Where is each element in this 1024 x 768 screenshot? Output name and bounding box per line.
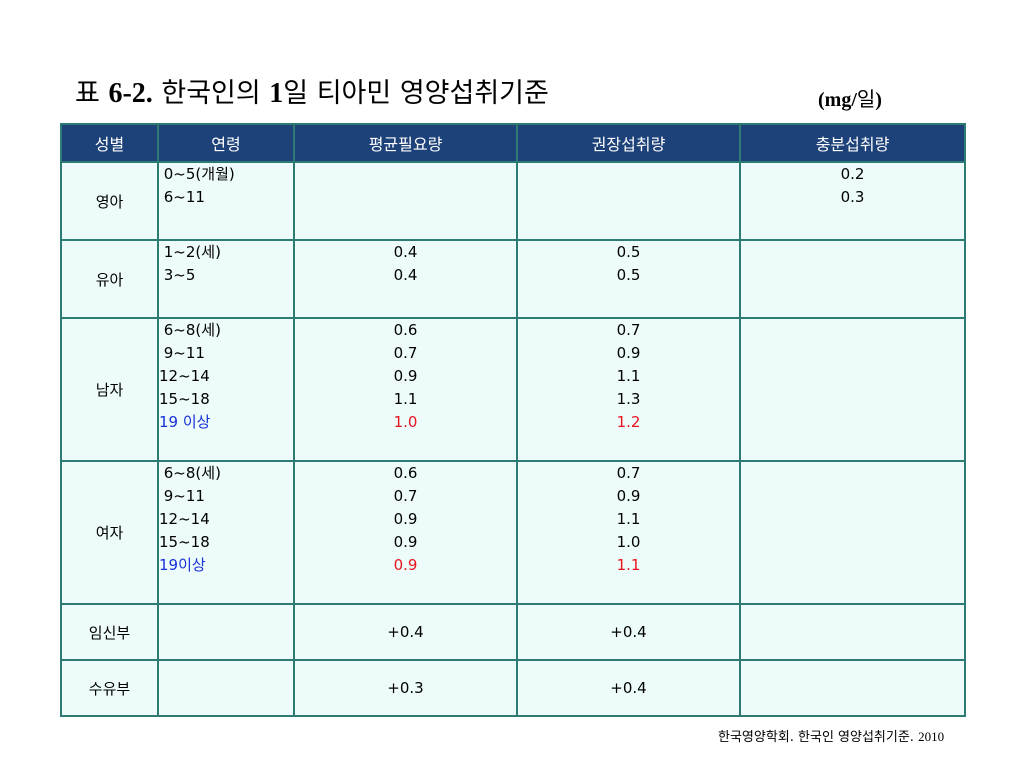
rni-value: 0.7 <box>616 464 641 482</box>
age-cell: 6~8(세) 9~11 12~14 15~18 19 이상 <box>157 317 295 462</box>
age-value-adult: 19이상 <box>159 556 206 574</box>
ear-cell <box>293 161 518 241</box>
title-number: 6-2. <box>108 78 153 109</box>
ai-cell <box>739 239 966 319</box>
rni-cell <box>516 161 741 241</box>
ear-value: 0.6 <box>393 321 418 339</box>
table-title: 표 6-2. 한국인의 1일 티아민 영양섭취기준 <box>75 74 549 114</box>
ear-value: 0.9 <box>393 367 418 385</box>
unit-label: (mg/일) <box>818 84 882 115</box>
rni-cell: 0.5 0.5 <box>516 239 741 319</box>
ear-value: 0.7 <box>393 344 418 362</box>
age-value: 9~11 <box>159 487 205 505</box>
header-row: 성별 연령 평균필요량 권장섭취량 충분섭취량 <box>60 123 966 163</box>
unit-open: (mg/ <box>818 89 857 111</box>
header-ai: 충분섭취량 <box>739 123 966 163</box>
ear-value: 0.4 <box>393 243 418 261</box>
header-rni: 권장섭취량 <box>516 123 741 163</box>
ai-cell <box>739 659 966 717</box>
table-row-infant: 영아 0~5(개월) 6~11 0.2 0.3 <box>60 161 966 241</box>
rni-value: 0.9 <box>616 344 641 362</box>
sex-cell: 유아 <box>60 239 159 319</box>
title-one: 1 <box>269 78 284 109</box>
rni-value-adult: 1.2 <box>616 413 641 431</box>
table-row-female: 여자 6~8(세) 9~11 12~14 15~18 19이상 0.6 0.7 … <box>60 460 966 605</box>
unit-close: ) <box>875 89 882 111</box>
ear-cell: 0.6 0.7 0.9 0.9 0.9 <box>293 460 518 605</box>
age-cell: 6~8(세) 9~11 12~14 15~18 19이상 <box>157 460 295 605</box>
title-mid: 한국인의 <box>152 78 270 109</box>
table-row-pregnant: 임신부 +0.4 +0.4 <box>60 603 966 661</box>
source-citation: 한국영양학회. 한국인 영양섭취기준. 2010 <box>718 727 944 748</box>
thiamin-intake-table: 성별 연령 평균필요량 권장섭취량 충분섭취량 영아 0~5(개월) 6~11 … <box>60 123 966 717</box>
header-age: 연령 <box>157 123 295 163</box>
age-value-adult: 19 이상 <box>159 413 211 431</box>
age-cell <box>157 603 295 661</box>
unit-word: 일 <box>856 87 876 111</box>
rni-cell: 0.7 0.9 1.1 1.0 1.1 <box>516 460 741 605</box>
ear-value: 0.6 <box>393 464 418 482</box>
rni-value: 1.1 <box>616 367 641 385</box>
ear-value: 1.1 <box>393 390 418 408</box>
rni-cell: +0.4 <box>516 659 741 717</box>
rni-cell: 0.7 0.9 1.1 1.3 1.2 <box>516 317 741 462</box>
rni-value: 0.9 <box>616 487 641 505</box>
age-cell: 0~5(개월) 6~11 <box>157 161 295 241</box>
sex-cell: 수유부 <box>60 659 159 717</box>
source-year: 2010 <box>918 729 945 744</box>
sex-cell: 여자 <box>60 460 159 605</box>
ai-cell <box>739 603 966 661</box>
ear-cell: 0.6 0.7 0.9 1.1 1.0 <box>293 317 518 462</box>
rni-value-adult: 1.1 <box>616 556 641 574</box>
rni-value: 0.5 <box>616 243 641 261</box>
ear-cell: +0.4 <box>293 603 518 661</box>
ai-value: 0.2 <box>840 165 865 183</box>
header-ear: 평균필요량 <box>293 123 518 163</box>
ear-value-adult: 0.9 <box>393 556 418 574</box>
ear-value: 0.9 <box>393 533 418 551</box>
rni-value: 0.5 <box>616 266 641 284</box>
table-row-toddler: 유아 1~2(세) 3~5 0.4 0.4 0.5 0.5 <box>60 239 966 319</box>
ear-value: 0.7 <box>393 487 418 505</box>
ai-cell: 0.2 0.3 <box>739 161 966 241</box>
table-row-lactating: 수유부 +0.3 +0.4 <box>60 659 966 717</box>
age-value: 6~11 <box>159 188 205 206</box>
ai-value: 0.3 <box>840 188 865 206</box>
sex-cell: 영아 <box>60 161 159 241</box>
age-value: 6~8(세) <box>159 464 221 482</box>
header-sex: 성별 <box>60 123 159 163</box>
sex-cell: 남자 <box>60 317 159 462</box>
rni-value: 1.1 <box>616 510 641 528</box>
ear-cell: 0.4 0.4 <box>293 239 518 319</box>
title-prefix: 표 <box>75 78 109 109</box>
rni-value: 0.7 <box>616 321 641 339</box>
source-text: 한국영양학회. 한국인 영양섭취기준. <box>718 730 919 745</box>
age-value: 9~11 <box>159 344 205 362</box>
ear-value: 0.9 <box>393 510 418 528</box>
rni-value: 1.0 <box>616 533 641 551</box>
age-value: 0~5(개월) <box>159 165 235 183</box>
rni-cell: +0.4 <box>516 603 741 661</box>
age-value: 6~8(세) <box>159 321 221 339</box>
age-value: 15~18 <box>159 533 210 551</box>
ear-value-adult: 1.0 <box>393 413 418 431</box>
age-value: 12~14 <box>159 510 210 528</box>
ear-cell: +0.3 <box>293 659 518 717</box>
age-value: 12~14 <box>159 367 210 385</box>
age-cell <box>157 659 295 717</box>
ai-cell <box>739 317 966 462</box>
age-cell: 1~2(세) 3~5 <box>157 239 295 319</box>
table-row-male: 남자 6~8(세) 9~11 12~14 15~18 19 이상 0.6 0.7… <box>60 317 966 462</box>
sex-cell: 임신부 <box>60 603 159 661</box>
age-value: 3~5 <box>159 266 196 284</box>
title-rest: 일 티아민 영양섭취기준 <box>283 78 549 109</box>
age-value: 15~18 <box>159 390 210 408</box>
ai-cell <box>739 460 966 605</box>
rni-value: 1.3 <box>616 390 641 408</box>
ear-value: 0.4 <box>393 266 418 284</box>
age-value: 1~2(세) <box>159 243 221 261</box>
